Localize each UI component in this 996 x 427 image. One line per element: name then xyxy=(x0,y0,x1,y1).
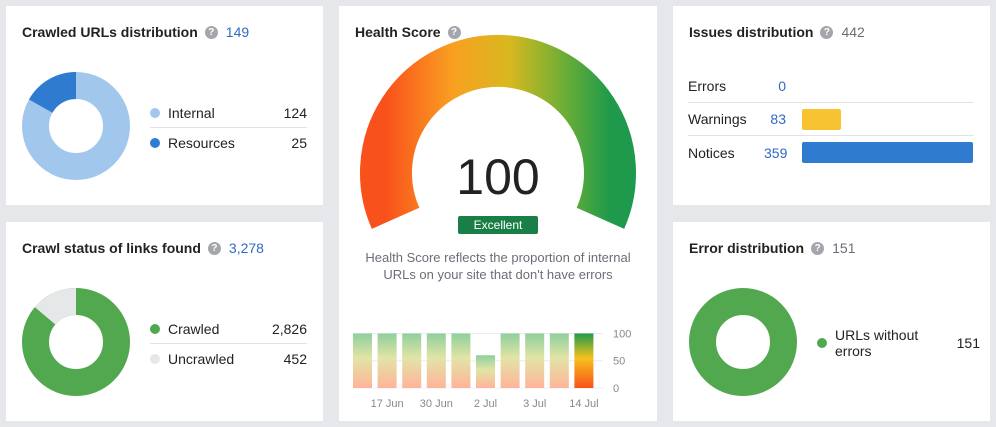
issue-bar[interactable] xyxy=(802,108,841,130)
issue-row-errors[interactable]: Errors 0 xyxy=(688,70,974,103)
issue-label: Notices xyxy=(688,144,735,161)
issue-label: Warnings xyxy=(688,111,747,127)
gauge-arc xyxy=(360,35,636,229)
legend-swatch xyxy=(150,137,160,148)
x-tick-label: 3 Jul xyxy=(523,398,546,410)
legend-item-uncrawled[interactable]: Uncrawled 452 xyxy=(150,344,307,373)
crawl-status-card: Crawl status of links found ? 3,278 Craw… xyxy=(6,222,323,421)
crawl-status-donut[interactable] xyxy=(22,288,130,396)
legend-label: Crawled xyxy=(168,321,220,337)
crawl-status-header: Crawl status of links found ? 3,278 xyxy=(22,240,264,256)
history-bar[interactable] xyxy=(500,333,520,388)
total-count-link[interactable]: 149 xyxy=(225,24,250,40)
health-score-header: Health Score ? xyxy=(355,24,461,40)
issues-distribution-header: Issues distribution ? 442 xyxy=(689,24,865,40)
issue-count-link[interactable]: 359 xyxy=(764,144,788,161)
legend-label: URLs without errors xyxy=(835,326,919,359)
error-distribution-header: Error distribution ? 151 xyxy=(689,240,855,256)
health-score-description: Health Score reflects the proportion of … xyxy=(365,250,631,282)
history-bar[interactable] xyxy=(574,333,594,388)
x-tick-label: 17 Jun xyxy=(371,398,404,410)
total-count: 151 xyxy=(832,240,856,256)
legend-label: Internal xyxy=(168,105,215,121)
issue-count-link[interactable]: 0 xyxy=(778,78,786,94)
legend-item-no-errors[interactable]: URLs without errors 151 xyxy=(817,326,980,359)
x-tick-label: 14 Jul xyxy=(569,398,598,410)
donut-segment-uncrawled[interactable] xyxy=(22,288,130,396)
history-bar[interactable] xyxy=(426,333,446,388)
health-score-badge: Excellent xyxy=(458,216,538,234)
issue-row-warnings[interactable]: Warnings 83 xyxy=(688,103,974,136)
legend-swatch xyxy=(150,108,160,118)
legend-value: 2,826 xyxy=(271,321,307,337)
legend-label: Uncrawled xyxy=(168,350,235,367)
x-tick-label: 2 Jul xyxy=(474,398,497,410)
issue-row-notices[interactable]: Notices 359 xyxy=(688,136,974,169)
legend-swatch xyxy=(150,324,160,334)
health-score-gauge xyxy=(360,35,636,229)
x-tick-label: 30 Jun xyxy=(420,398,453,410)
error-distribution-donut[interactable] xyxy=(689,288,797,396)
crawled-urls-card: Crawled URLs distribution ? 149 Internal… xyxy=(6,6,323,205)
y-tick-label: 0 xyxy=(613,383,619,395)
help-icon[interactable]: ? xyxy=(811,241,825,255)
legend-value: 452 xyxy=(283,350,307,367)
legend-label: Resources xyxy=(168,134,235,151)
y-tick-label: 100 xyxy=(613,328,631,340)
legend-item-internal[interactable]: Internal 124 xyxy=(150,99,307,128)
y-tick-label: 50 xyxy=(613,356,625,368)
legend-swatch xyxy=(817,337,827,348)
history-bar[interactable] xyxy=(353,333,372,388)
issue-bar[interactable] xyxy=(802,142,973,163)
issue-label: Errors xyxy=(688,78,727,94)
legend-item-crawled[interactable]: Crawled 2,826 xyxy=(150,315,307,344)
help-icon[interactable]: ? xyxy=(204,25,218,39)
legend-value: 25 xyxy=(291,134,307,151)
help-icon[interactable]: ? xyxy=(447,25,461,39)
error-distribution-card: Error distribution ? 151 URLs without er… xyxy=(673,222,990,421)
card-title: Crawl status of links found xyxy=(22,240,201,256)
help-icon[interactable]: ? xyxy=(820,25,834,39)
legend-swatch xyxy=(150,353,160,364)
crawled-urls-header: Crawled URLs distribution ? 149 xyxy=(22,24,249,40)
card-title: Issues distribution xyxy=(689,24,814,40)
history-bar[interactable] xyxy=(402,333,422,388)
donut-segment-no-errors[interactable] xyxy=(689,288,797,396)
total-count-link[interactable]: 3,278 xyxy=(228,240,264,256)
error-distribution-legend: URLs without errors 151 xyxy=(817,326,980,359)
health-score-history-chart: 17 Jun 30 Jun 2 Jul 3 Jul 14 Jul 100 50 0 xyxy=(353,328,631,410)
donut-segment-resources[interactable] xyxy=(22,72,130,180)
crawled-urls-donut[interactable] xyxy=(22,72,130,180)
total-count: 442 xyxy=(841,24,865,40)
health-score-card: Health Score ? 100 Excellent Health Scor… xyxy=(339,6,657,421)
legend-item-resources[interactable]: Resources 25 xyxy=(150,128,307,157)
help-icon[interactable]: ? xyxy=(207,241,221,255)
history-bar[interactable] xyxy=(525,333,545,388)
history-bar[interactable] xyxy=(377,333,397,388)
health-score-value: 100 xyxy=(456,149,540,205)
card-title: Health Score xyxy=(355,24,441,40)
crawled-urls-legend: Internal 124 Resources 25 xyxy=(150,99,307,157)
card-title: Error distribution xyxy=(689,240,805,256)
card-title: Crawled URLs distribution xyxy=(22,24,198,40)
legend-value: 124 xyxy=(283,105,307,121)
legend-value: 151 xyxy=(956,334,980,351)
crawl-status-legend: Crawled 2,826 Uncrawled 452 xyxy=(150,315,307,373)
issues-list: Errors 0 Warnings 83 Notices 359 xyxy=(688,70,974,169)
issues-distribution-card: Issues distribution ? 442 Errors 0 Warni… xyxy=(673,6,990,205)
history-bar[interactable] xyxy=(476,355,495,388)
issue-count-link[interactable]: 83 xyxy=(770,111,786,127)
history-bar[interactable] xyxy=(549,333,569,388)
history-bar[interactable] xyxy=(451,333,471,388)
